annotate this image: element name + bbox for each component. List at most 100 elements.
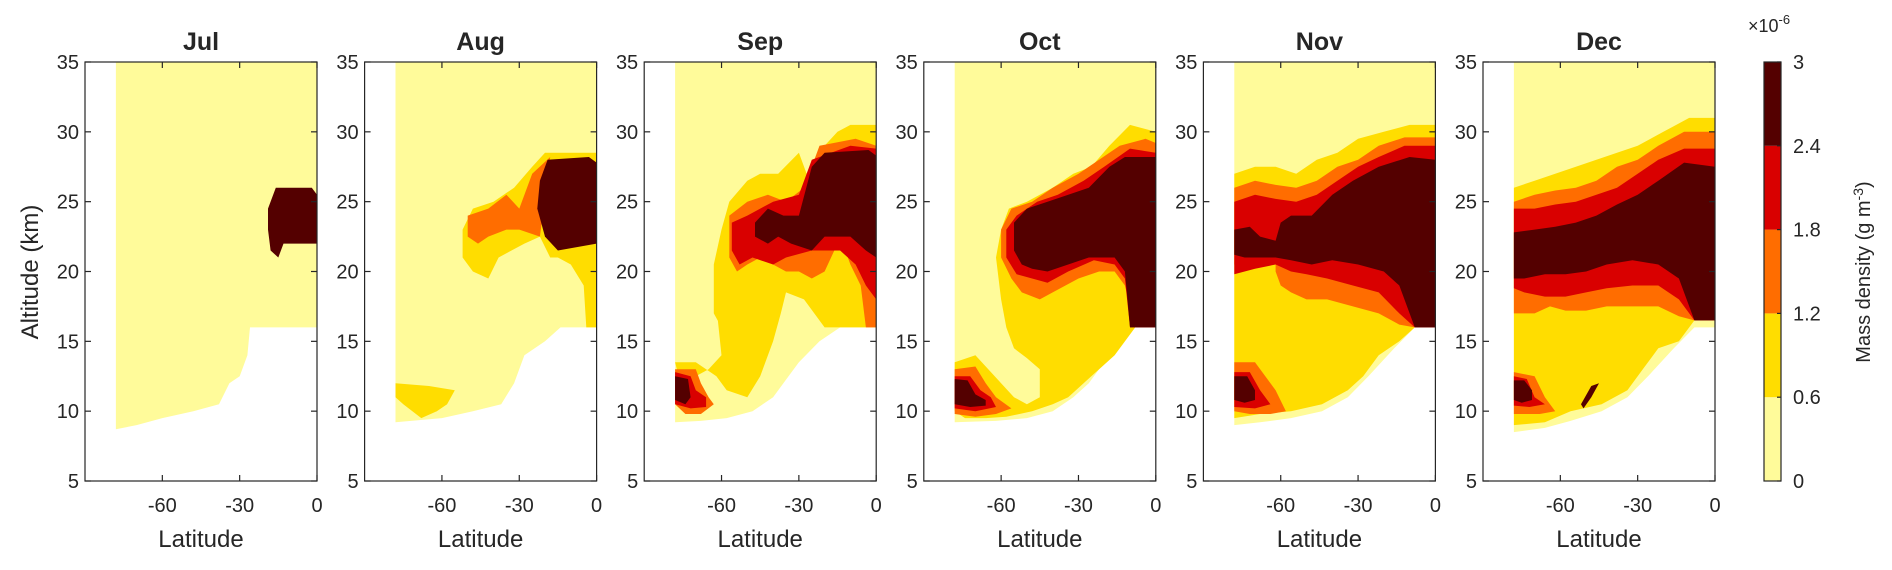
y-tick-label-dec-5: 5 — [1466, 471, 1477, 493]
y-tick-label-dec-20: 20 — [1455, 262, 1477, 284]
x-tick-label-oct-1: -30 — [1064, 495, 1093, 517]
colorbar-tick-label-3: 1.2 — [1793, 303, 1821, 325]
panel-title-jul: Jul — [183, 28, 219, 56]
x-tick-label-dec-2: 0 — [1709, 495, 1720, 517]
panel-sep: Sep 5 10 15 20 25 30 35 -60 -30 0 Latitude — [616, 28, 882, 553]
y-tick-label-aug-25: 25 — [336, 192, 358, 214]
colorbar-level-3 — [1764, 145, 1781, 230]
x-axis-label-aug: Latitude — [438, 526, 523, 553]
y-tick-label-oct-5: 5 — [907, 471, 918, 493]
contour-region-oct-level-4-7 — [1014, 157, 1156, 328]
y-tick-label-oct-35: 35 — [896, 52, 918, 74]
y-tick-label-nov-25: 25 — [1175, 192, 1197, 214]
y-tick-label-sep-10: 10 — [616, 401, 638, 423]
y-tick-label-jul-20: 20 — [57, 262, 79, 284]
panel-title-dec: Dec — [1576, 28, 1622, 56]
y-tick-label-nov-10: 10 — [1175, 401, 1197, 423]
x-axis-label-sep: Latitude — [717, 526, 802, 553]
x-tick-label-aug-2: 0 — [591, 495, 602, 517]
colorbar-frame — [1763, 61, 1782, 482]
x-tick-label-nov-1: -30 — [1344, 495, 1373, 517]
panel-aug: Aug 5 10 15 20 25 30 35 -60 -30 0 Latitude — [336, 28, 602, 553]
x-tick-label-aug-1: -30 — [505, 495, 534, 517]
colorbar-label: Mass density (g m-3) — [1850, 181, 1875, 362]
panel-dec: Dec 5 10 15 20 25 30 35 -60 -30 0 Latitude — [1455, 28, 1721, 553]
y-tick-label-sep-15: 15 — [616, 331, 638, 353]
contour-region-nov-level-4-6 — [1234, 376, 1255, 403]
y-tick-label-oct-10: 10 — [896, 401, 918, 423]
panel-title-oct: Oct — [1019, 28, 1061, 56]
colorbar-ticks: 3 2.4 1.8 1.2 0.6 0 — [1777, 52, 1821, 493]
contour-region-sep-level-4-7 — [755, 150, 877, 258]
y-tick-label-aug-15: 15 — [336, 331, 358, 353]
contour-region-aug-level-2-3 — [467, 157, 551, 244]
contour-region-oct-level-4-6 — [954, 379, 986, 407]
y-tick-label-dec-25: 25 — [1455, 192, 1477, 214]
colorbar-tick-label-1: 2.4 — [1793, 136, 1821, 158]
x-tick-label-oct-0: -60 — [987, 495, 1016, 517]
contour-region-sep-level-4-6 — [675, 376, 691, 405]
x-tick-label-sep-0: -60 — [707, 495, 736, 517]
colorbar-level-1 — [1764, 313, 1781, 398]
panel-title-nov: Nov — [1296, 28, 1343, 56]
x-tick-label-nov-2: 0 — [1430, 495, 1441, 517]
y-axis-label: Altitude (km) — [17, 205, 44, 340]
y-tick-label-oct-15: 15 — [896, 331, 918, 353]
y-tick-label-aug-5: 5 — [347, 471, 358, 493]
y-tick-label-oct-30: 30 — [896, 122, 918, 144]
y-tick-label-sep-5: 5 — [627, 471, 638, 493]
contour-region-jul-level-4-1 — [268, 187, 317, 258]
y-tick-label-sep-25: 25 — [616, 192, 638, 214]
y-tick-label-nov-5: 5 — [1186, 471, 1197, 493]
y-tick-label-nov-15: 15 — [1175, 331, 1197, 353]
colorbar-tick-label-0: 3 — [1793, 52, 1804, 74]
contour-region-dec-level-4-8 — [1581, 383, 1599, 409]
panels-group: Jul 5 10 15 20 25 30 35 -60 -30 0 Latitude Aug 5 10 15 2… — [57, 28, 1721, 553]
y-tick-label-oct-20: 20 — [896, 262, 918, 284]
colorbar-level-0 — [1764, 397, 1781, 481]
y-tick-label-dec-30: 30 — [1455, 122, 1477, 144]
contour-region-aug-level-4-4 — [537, 157, 597, 251]
x-tick-label-jul-1: -30 — [225, 495, 254, 517]
y-tick-label-dec-15: 15 — [1455, 331, 1477, 353]
x-tick-label-dec-1: -30 — [1623, 495, 1652, 517]
panel-title-sep: Sep — [737, 28, 783, 56]
y-tick-label-jul-25: 25 — [57, 192, 79, 214]
y-tick-label-aug-35: 35 — [336, 52, 358, 74]
y-tick-label-dec-35: 35 — [1455, 52, 1477, 74]
y-tick-label-jul-35: 35 — [57, 52, 79, 74]
x-tick-label-sep-2: 0 — [871, 495, 882, 517]
contour-region-aug-level-1-1 — [395, 383, 455, 419]
y-tick-label-aug-20: 20 — [336, 262, 358, 284]
x-tick-label-sep-1: -30 — [784, 495, 813, 517]
panel-jul: Jul 5 10 15 20 25 30 35 -60 -30 0 Latitude — [57, 28, 323, 553]
y-tick-label-oct-25: 25 — [896, 192, 918, 214]
y-tick-label-nov-30: 30 — [1175, 122, 1197, 144]
y-tick-label-aug-30: 30 — [336, 122, 358, 144]
colorbar-exponent: ×10-6 — [1748, 12, 1790, 36]
contour-region-dec-level-4-6 — [1513, 380, 1532, 403]
y-tick-label-nov-20: 20 — [1175, 262, 1197, 284]
x-axis-label-oct: Latitude — [997, 526, 1082, 553]
x-axis-label-jul: Latitude — [158, 526, 243, 553]
x-tick-label-aug-0: -60 — [427, 495, 456, 517]
x-tick-label-nov-0: -60 — [1266, 495, 1295, 517]
colorbar-level-2 — [1764, 229, 1781, 314]
y-tick-label-nov-35: 35 — [1175, 52, 1197, 74]
y-tick-label-dec-10: 10 — [1455, 401, 1477, 423]
y-tick-label-jul-5: 5 — [68, 471, 79, 493]
y-tick-label-jul-10: 10 — [57, 401, 79, 423]
contour-region-jul-level-0-0 — [115, 62, 318, 430]
contour-region-nov-level-4-7 — [1234, 157, 1436, 328]
panel-title-aug: Aug — [456, 28, 505, 56]
y-tick-label-sep-35: 35 — [616, 52, 638, 74]
colorbar-blocks — [1764, 62, 1781, 481]
colorbar-tick-label-2: 1.8 — [1793, 220, 1821, 242]
colorbar-level-4 — [1764, 62, 1781, 146]
contour-region-dec-level-4-7 — [1513, 162, 1715, 321]
x-tick-label-dec-0: -60 — [1546, 495, 1575, 517]
y-tick-label-sep-20: 20 — [616, 262, 638, 284]
colorbar-tick-label-5: 0 — [1793, 471, 1804, 493]
y-tick-label-aug-10: 10 — [336, 401, 358, 423]
